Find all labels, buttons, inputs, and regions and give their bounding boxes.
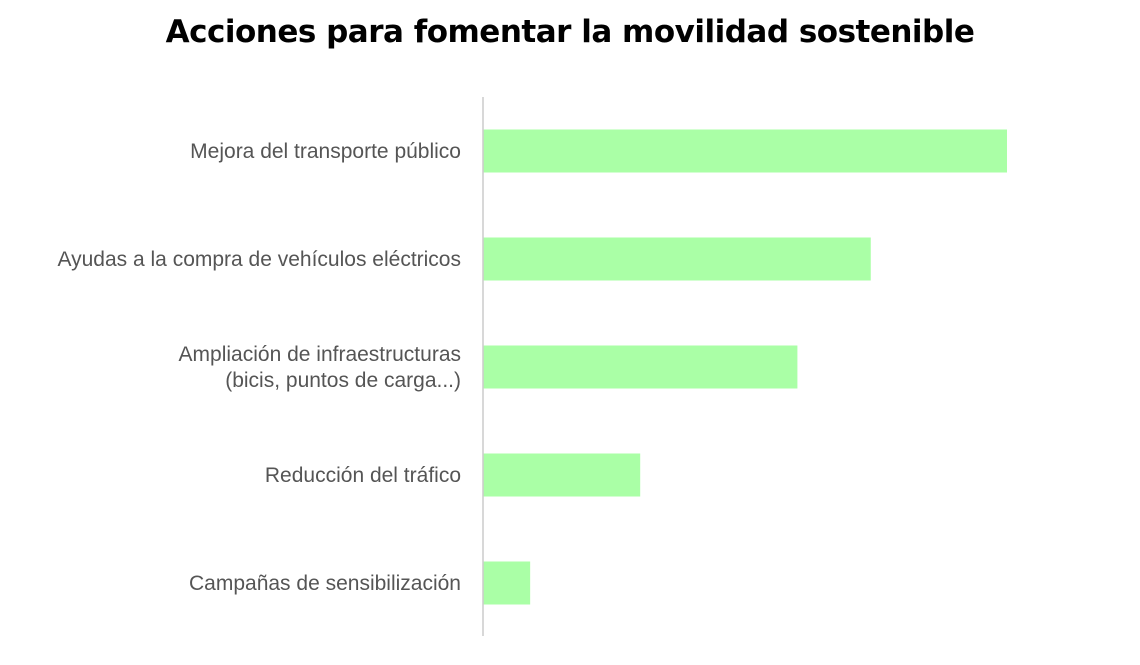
- category-label-5: Campañas de sensibilización: [189, 572, 461, 595]
- category-label-line: Campañas de sensibilización: [189, 572, 461, 595]
- category-label-line: Ampliación de infraestructuras: [179, 343, 461, 366]
- category-label-line: (bicis, puntos de carga...): [225, 369, 461, 392]
- category-label-line: Ayudas a la compra de vehículos eléctric…: [58, 248, 462, 271]
- category-label-3: Ampliación de infraestructuras (bicis, pu…: [179, 343, 461, 392]
- bar-2: [483, 237, 871, 281]
- bars-layer: [483, 129, 1007, 605]
- chart-title: Acciones para fomentar la movilidad sost…: [165, 14, 975, 50]
- category-label-line: Mejora del transporte público: [190, 140, 461, 163]
- bar-1: [483, 129, 1007, 173]
- bar-5: [483, 561, 531, 605]
- category-label-1: Mejora del transporte público: [190, 140, 461, 163]
- category-label-2: Ayudas a la compra de vehículos eléctric…: [58, 248, 462, 271]
- category-label-line: Reducción del tráfico: [265, 464, 461, 487]
- category-labels: Mejora del transporte público Ayudas a la…: [58, 140, 462, 595]
- category-label-4: Reducción del tráfico: [265, 464, 461, 487]
- bar-4: [483, 453, 641, 497]
- bar-3: [483, 345, 798, 389]
